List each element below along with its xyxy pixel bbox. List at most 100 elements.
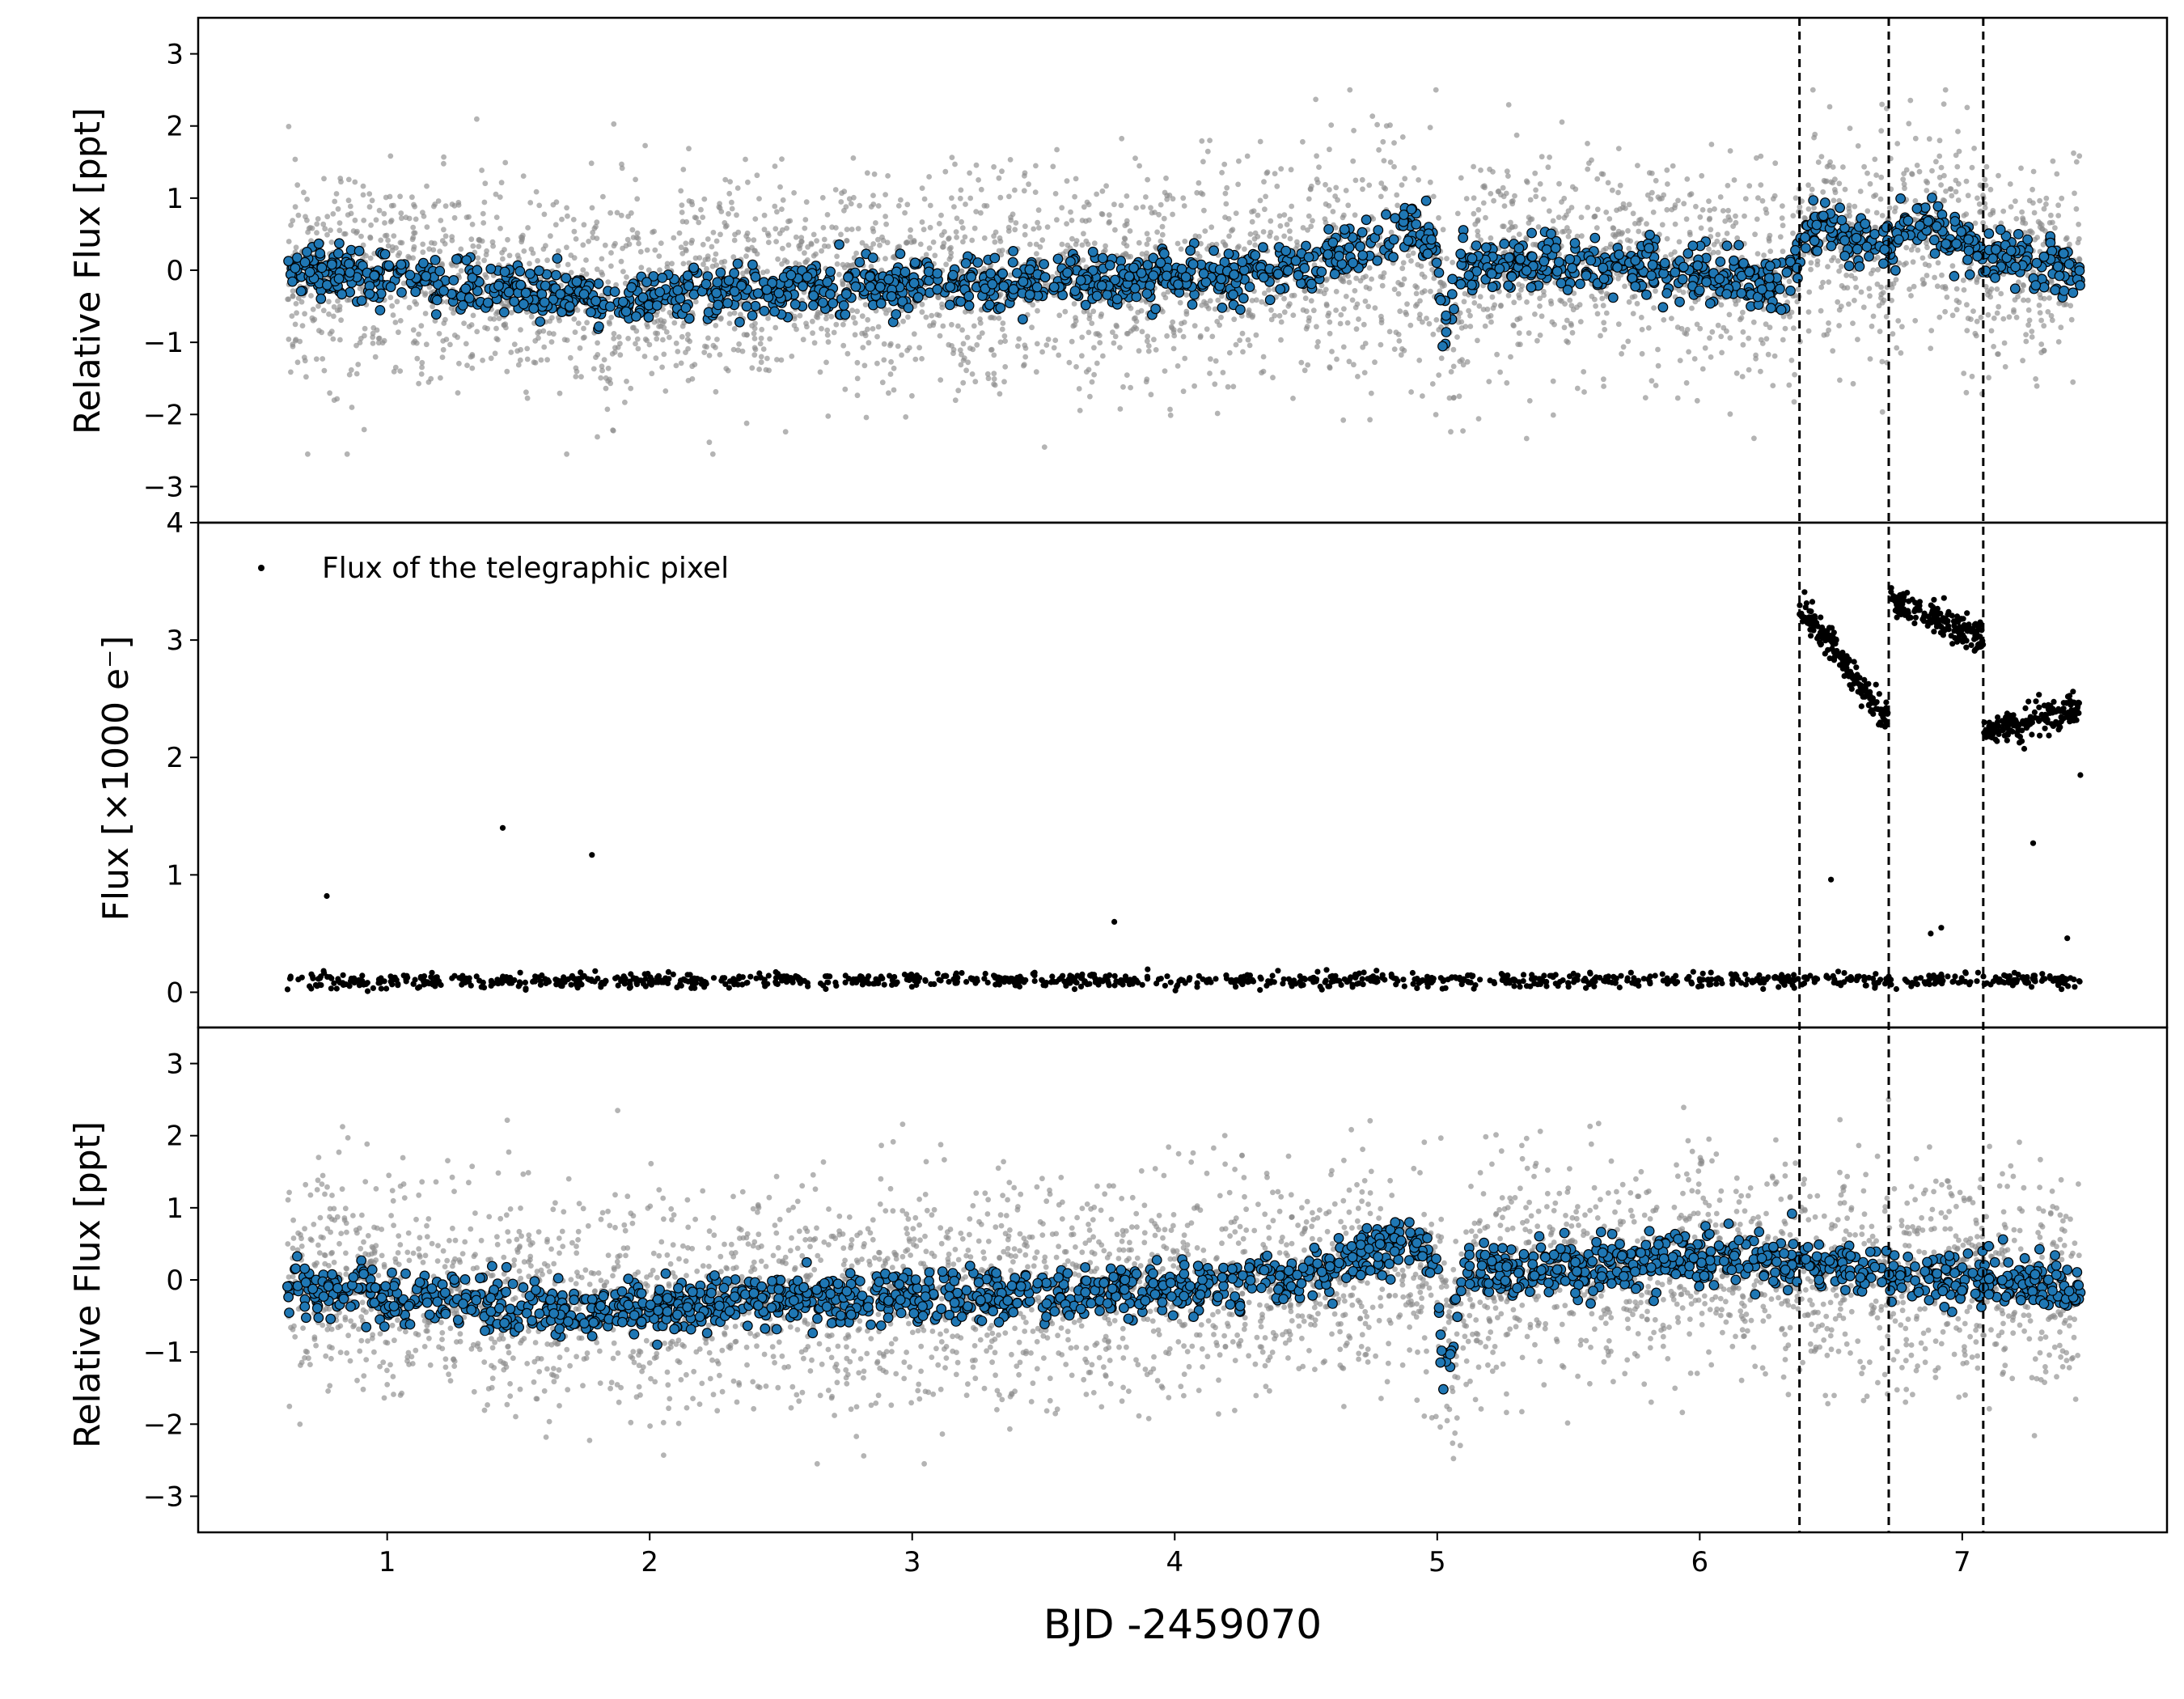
unbinned-point — [1091, 345, 1097, 351]
unbinned-point — [971, 225, 978, 231]
unbinned-point — [1378, 341, 1384, 348]
unbinned-point — [1758, 153, 1764, 159]
unbinned-point — [667, 334, 672, 341]
unbinned-point — [1758, 182, 1764, 189]
unbinned-point — [1302, 295, 1309, 302]
unbinned-point — [634, 196, 641, 202]
unbinned-point — [679, 333, 685, 340]
unbinned-point — [2037, 197, 2043, 204]
unbinned-point — [1302, 367, 1308, 374]
binned-point — [1864, 251, 1874, 262]
unbinned-point — [2055, 213, 2062, 218]
unbinned-point — [397, 193, 403, 200]
unbinned-point — [1159, 231, 1166, 238]
unbinned-point — [1059, 241, 1065, 248]
unbinned-point — [1646, 170, 1653, 176]
unbinned-point — [1391, 346, 1398, 352]
unbinned-point — [1416, 358, 1423, 363]
unbinned-point — [1831, 187, 1838, 193]
unbinned-point — [840, 342, 847, 349]
unbinned-point — [555, 248, 561, 254]
unbinned-point — [813, 314, 819, 320]
unbinned-point — [1343, 188, 1349, 193]
unbinned-point — [1786, 278, 1792, 285]
unbinned-point — [1719, 350, 1725, 356]
unbinned-point — [1955, 129, 1961, 134]
unbinned-point — [1246, 342, 1253, 349]
unbinned-point — [294, 182, 301, 189]
unbinned-point — [743, 253, 749, 259]
unbinned-point — [1482, 323, 1488, 329]
unbinned-point — [1180, 195, 1187, 201]
unbinned-point — [1941, 172, 1947, 179]
unbinned-point — [1091, 371, 1097, 378]
unbinned-point — [1780, 222, 1786, 229]
unbinned-point — [1071, 301, 1077, 307]
unbinned-point — [482, 324, 488, 331]
unbinned-point — [536, 202, 543, 209]
unbinned-point — [881, 341, 887, 347]
unbinned-point — [464, 362, 470, 368]
unbinned-point — [565, 261, 571, 268]
unbinned-point — [861, 362, 868, 369]
unbinned-point — [1878, 174, 1885, 180]
unbinned-point — [964, 334, 971, 341]
unbinned-point — [1471, 210, 1477, 217]
unbinned-point — [1245, 309, 1251, 316]
unbinned-point — [438, 218, 444, 223]
unbinned-point — [1145, 176, 1150, 183]
unbinned-point — [844, 238, 849, 244]
binned-point — [875, 298, 887, 309]
unbinned-point — [1500, 223, 1505, 230]
unbinned-point — [1501, 203, 1508, 209]
binned-point — [1306, 278, 1317, 290]
unbinned-point — [1960, 278, 1966, 283]
unbinned-point — [1874, 281, 1881, 287]
binned-point — [1323, 224, 1334, 235]
unbinned-point — [981, 265, 987, 272]
unbinned-point — [578, 374, 584, 380]
binned-point — [540, 280, 551, 291]
unbinned-point — [1324, 276, 1330, 282]
unbinned-point — [1890, 331, 1896, 337]
unbinned-point — [902, 210, 908, 216]
unbinned-point — [293, 301, 299, 307]
unbinned-point — [1327, 319, 1333, 325]
unbinned-point — [442, 203, 449, 210]
unbinned-point — [760, 346, 767, 352]
unbinned-point — [952, 161, 958, 167]
binned-point — [822, 277, 833, 288]
unbinned-point — [912, 356, 919, 362]
unbinned-point — [1167, 406, 1173, 413]
binned-point — [1738, 258, 1749, 269]
binned-point — [552, 253, 563, 264]
unbinned-point — [583, 271, 590, 278]
binned-point — [1932, 201, 1944, 212]
unbinned-point — [1523, 178, 1530, 184]
unbinned-point — [600, 193, 606, 200]
binned-point — [1890, 265, 1901, 276]
unbinned-point — [1132, 324, 1138, 330]
unbinned-point — [1689, 305, 1695, 311]
unbinned-point — [1245, 337, 1251, 343]
unbinned-point — [852, 332, 858, 338]
unbinned-point — [1333, 184, 1340, 191]
binned-point — [867, 252, 878, 264]
unbinned-point — [1879, 101, 1886, 108]
unbinned-point — [1650, 210, 1657, 215]
unbinned-point — [1875, 266, 1881, 273]
unbinned-point — [840, 281, 846, 286]
unbinned-point — [849, 227, 855, 232]
unbinned-point — [1421, 288, 1428, 294]
unbinned-point — [1476, 303, 1483, 309]
unbinned-point — [1345, 202, 1352, 209]
unbinned-point — [470, 243, 476, 249]
unbinned-point — [1782, 325, 1788, 332]
unbinned-point — [1395, 202, 1400, 209]
unbinned-point — [629, 324, 636, 331]
unbinned-point — [803, 320, 809, 327]
unbinned-point — [1763, 336, 1770, 342]
unbinned-point — [1022, 354, 1029, 360]
unbinned-point — [1727, 148, 1733, 154]
unbinned-point — [322, 226, 328, 232]
